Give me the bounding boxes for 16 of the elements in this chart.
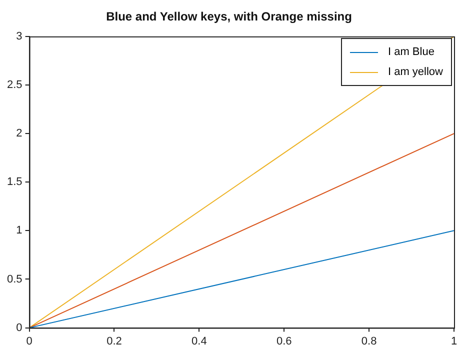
- y-tick-label: 0.5: [6, 273, 22, 286]
- x-tick-label: 0.8: [361, 335, 377, 348]
- y-tick-label: 2.5: [6, 79, 22, 91]
- x-tick-label: 0: [26, 335, 32, 348]
- chart-title: Blue and Yellow keys, with Orange missing: [106, 10, 352, 24]
- x-tick-label: 0.2: [106, 335, 122, 348]
- x-tick-label: 1: [450, 335, 458, 348]
- y-tick-label: 1.5: [6, 176, 22, 188]
- y-tick-label: 0: [16, 322, 22, 334]
- x-tick-label: 0.4: [192, 335, 207, 348]
- legend-label: I am Blue: [388, 46, 434, 58]
- legend-label: I am yellow: [388, 66, 443, 78]
- y-tick-label: 2: [16, 128, 22, 140]
- x-tick-label: 0.6: [276, 335, 292, 348]
- y-tick-label: 1: [16, 224, 22, 237]
- y-tick-label: 3: [16, 30, 22, 42]
